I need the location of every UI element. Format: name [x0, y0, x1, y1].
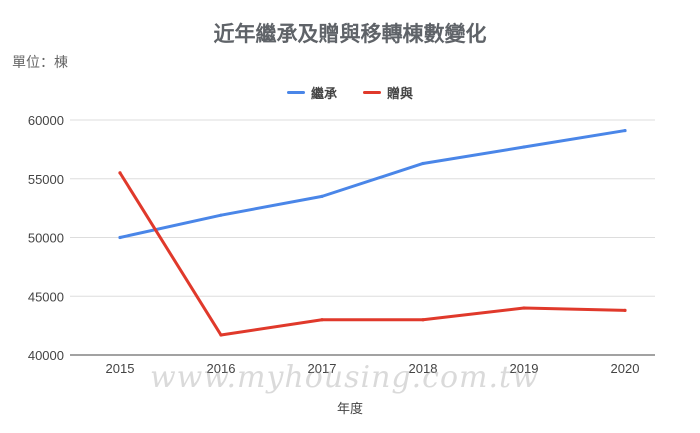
- data-point-inheritance: [320, 194, 324, 198]
- y-tick-label: 60000: [28, 113, 64, 128]
- x-tick-label: 2017: [308, 361, 337, 376]
- legend-swatch-inheritance: [286, 91, 305, 94]
- legend-swatch-gift: [363, 91, 381, 94]
- data-point-gift: [421, 318, 425, 322]
- data-point-gift: [522, 306, 526, 310]
- legend-item-inheritance: 繼承: [286, 83, 337, 102]
- y-tick-label: 55000: [28, 172, 64, 187]
- legend-label-gift: 贈與: [387, 87, 414, 102]
- x-tick-label: 2018: [409, 361, 438, 376]
- x-tick-label: 2015: [106, 361, 135, 376]
- series-line-gift: [118, 171, 627, 337]
- data-point-gift: [118, 171, 122, 175]
- x-tick-label: 2016: [207, 361, 236, 376]
- data-point-gift: [320, 318, 324, 322]
- legend-item-gift: 贈與: [363, 83, 413, 102]
- legend-label-inheritance: 繼承: [310, 87, 337, 102]
- x-tick-label: 2020: [611, 361, 640, 376]
- x-tick-label: 2019: [510, 361, 539, 376]
- data-point-inheritance: [118, 235, 122, 240]
- series-line-inheritance: [118, 129, 627, 239]
- data-point-inheritance: [219, 213, 223, 217]
- y-tick-label: 45000: [28, 289, 64, 304]
- data-point-inheritance: [421, 161, 425, 166]
- watermark: www.myhousing.com.tw: [150, 360, 539, 395]
- data-point-inheritance: [623, 128, 627, 133]
- x-axis-label: 年度: [336, 402, 363, 417]
- chart-title: 近年繼承及贈與移轉棟數變化: [213, 22, 487, 46]
- data-point-gift: [623, 308, 627, 312]
- data-point-inheritance: [522, 145, 526, 149]
- unit-label: 單位：棟: [12, 55, 68, 71]
- data-point-gift: [219, 333, 223, 337]
- legend: 繼承 贈與: [0, 83, 700, 102]
- y-tick-label: 50000: [28, 231, 64, 246]
- y-tick-label: 40000: [28, 348, 64, 363]
